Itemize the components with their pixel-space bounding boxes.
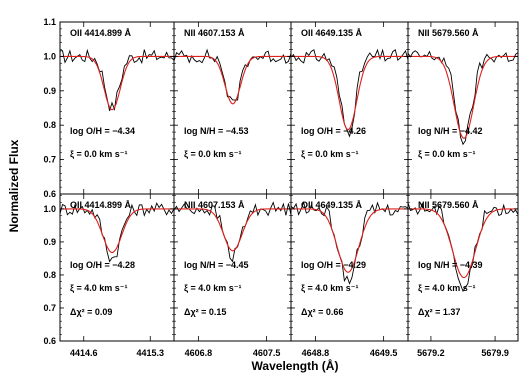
x-tick-label: 5679.2 <box>417 348 445 358</box>
microturbulence-label: ξ = 0.0 km s⁻¹ <box>301 149 359 159</box>
y-tick-label: 0.8 <box>43 270 56 280</box>
panel-frame <box>173 21 292 195</box>
panel-line-label: NII 5679.560 Å <box>418 200 479 210</box>
y-tick-label: 0.6 <box>43 336 56 346</box>
model-spectrum <box>408 55 518 139</box>
microturbulence-label: ξ = 0.0 km s⁻¹ <box>418 149 476 159</box>
panel-line-label: OII 4649.135 Å <box>301 200 363 210</box>
x-tick-label: 4648.8 <box>302 348 330 358</box>
abundance-label: log O/H = −4.28 <box>70 260 135 270</box>
y-tick-label: 0.7 <box>43 303 56 313</box>
panel-r2-c3: OII 4649.135 Å log O/H = −4.29 ξ = 4.0 km … <box>290 193 409 342</box>
y-tick-label: 1.0 <box>43 51 56 61</box>
x-axis-title: Wavelength (Å) <box>252 358 339 373</box>
panel-r1-c1: OII 4414.899 Å log O/H = −4.34 ξ = 0.0 km … <box>59 21 175 195</box>
x-tick-label: 4607.5 <box>253 348 281 358</box>
abundance-label: log N/H = −4.39 <box>418 260 483 270</box>
delta-chi2-label: Δχ² = 0.66 <box>301 307 343 317</box>
x-tick-label: 4414.6 <box>70 348 98 358</box>
model-spectrum <box>60 208 174 254</box>
panel-r1-c4: NII 5679.560 Å log N/H = −4.42 ξ = 0.0 km … <box>407 21 519 195</box>
panel-frame <box>407 193 519 342</box>
panel-r1-c2: NII 4607.153 Å log N/H = −4.53 ξ = 0.0 km … <box>173 21 292 195</box>
panel-frame <box>290 21 409 195</box>
delta-chi2-label: Δχ² = 0.09 <box>70 307 112 317</box>
observed-spectrum <box>174 48 291 101</box>
observed-spectrum <box>60 202 174 263</box>
x-tick-label: 4606.8 <box>185 348 213 358</box>
microturbulence-label: ξ = 4.0 km s⁻¹ <box>301 283 359 293</box>
panel-grid: OII 4414.899 Å log O/H = −4.34 ξ = 0.0 km … <box>43 17 519 358</box>
panel-r1-c3: OII 4649.135 Å log O/H = −4.26 ξ = 0.0 km … <box>290 21 409 195</box>
panel-line-label: NII 4607.153 Å <box>184 28 245 38</box>
model-spectrum <box>174 208 291 252</box>
panel-r2-c4: NII 5679.560 Å log N/H = −4.39 ξ = 4.0 km … <box>407 193 519 342</box>
abundance-label: log N/H = −4.45 <box>184 260 249 270</box>
panel-r2-c2: NII 4607.153 Å log N/H = −4.45 ξ = 4.0 km … <box>173 193 292 342</box>
model-spectrum <box>174 55 291 105</box>
y-tick-label: 0.9 <box>43 237 56 247</box>
panel-r2-c1: OII 4414.899 Å log O/H = −4.28 ξ = 4.0 km … <box>59 193 175 342</box>
abundance-label: log O/H = −4.26 <box>301 126 366 136</box>
x-tick-label: 5679.9 <box>481 348 509 358</box>
model-spectrum <box>60 55 174 111</box>
panel-frame <box>407 21 519 195</box>
microturbulence-label: ξ = 0.0 km s⁻¹ <box>70 149 128 159</box>
abundance-label: log O/H = −4.34 <box>70 126 135 136</box>
x-tick-label: 4415.3 <box>136 348 164 358</box>
microturbulence-label: ξ = 4.0 km s⁻¹ <box>70 283 128 293</box>
y-tick-label: 0.6 <box>43 189 56 199</box>
abundance-label: log O/H = −4.29 <box>301 260 366 270</box>
panel-line-label: OII 4414.899 Å <box>70 28 132 38</box>
observed-spectrum <box>291 48 408 138</box>
y-tick-label: 0.7 <box>43 155 56 165</box>
microturbulence-label: ξ = 4.0 km s⁻¹ <box>418 283 476 293</box>
microturbulence-label: ξ = 4.0 km s⁻¹ <box>184 283 242 293</box>
model-spectrum <box>291 55 408 131</box>
panel-line-label: NII 5679.560 Å <box>418 28 479 38</box>
y-tick-label: 0.9 <box>43 86 56 96</box>
panel-line-label: OII 4414.899 Å <box>70 200 132 210</box>
model-spectrum <box>408 208 518 279</box>
delta-chi2-label: Δχ² = 1.37 <box>418 307 460 317</box>
observed-spectrum <box>174 201 291 263</box>
abundance-label: log N/H = −4.42 <box>418 126 483 136</box>
y-tick-label: 0.8 <box>43 120 56 130</box>
panel-line-label: NII 4607.153 Å <box>184 200 245 210</box>
y-tick-label: 1.0 <box>43 204 56 214</box>
observed-spectrum <box>60 48 174 112</box>
model-spectrum <box>291 208 408 273</box>
panel-line-label: OII 4649.135 Å <box>301 28 363 38</box>
observed-spectrum <box>408 202 518 293</box>
y-axis-title: Normalized Flux <box>7 139 21 232</box>
x-tick-label: 4649.5 <box>370 348 398 358</box>
y-tick-label: 1.1 <box>43 17 56 27</box>
microturbulence-label: ξ = 0.0 km s⁻¹ <box>184 149 242 159</box>
delta-chi2-label: Δχ² = 0.15 <box>184 307 226 317</box>
abundance-label: log N/H = −4.53 <box>184 126 249 136</box>
panel-frame <box>59 21 175 195</box>
